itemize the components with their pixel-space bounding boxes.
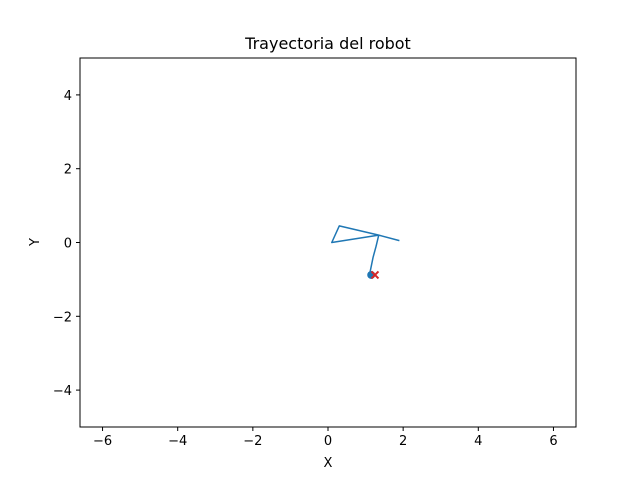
goal-marker: [370, 270, 380, 280]
y-tick-label: 4: [64, 89, 72, 104]
y-tick-label: 2: [64, 163, 72, 178]
y-axis: −4 −2 0 2 4: [53, 89, 80, 399]
x-axis-label: X: [324, 456, 333, 471]
x-tick-label: −2: [243, 434, 262, 449]
y-tick-label: −4: [53, 384, 72, 399]
trajectory-line: [331, 225, 400, 276]
x-tick-label: 6: [549, 434, 557, 449]
chart-title: Trayectoria del robot: [244, 34, 411, 53]
x-axis: −6 −4 −2 0 2 4 6: [93, 427, 558, 449]
axes-background: [80, 58, 576, 427]
plot-area: [80, 58, 576, 427]
x-tick-label: −4: [168, 434, 187, 449]
y-tick-label: 0: [64, 237, 72, 252]
y-axis-label: Y: [28, 238, 43, 247]
goal-marker-stroke: [370, 270, 380, 280]
x-tick-label: 0: [324, 434, 332, 449]
x-tick-label: 2: [399, 434, 407, 449]
y-tick-label: −2: [53, 310, 72, 325]
x-tick-label: 4: [474, 434, 482, 449]
x-tick-label: −6: [93, 434, 112, 449]
data-layer: [331, 225, 400, 280]
